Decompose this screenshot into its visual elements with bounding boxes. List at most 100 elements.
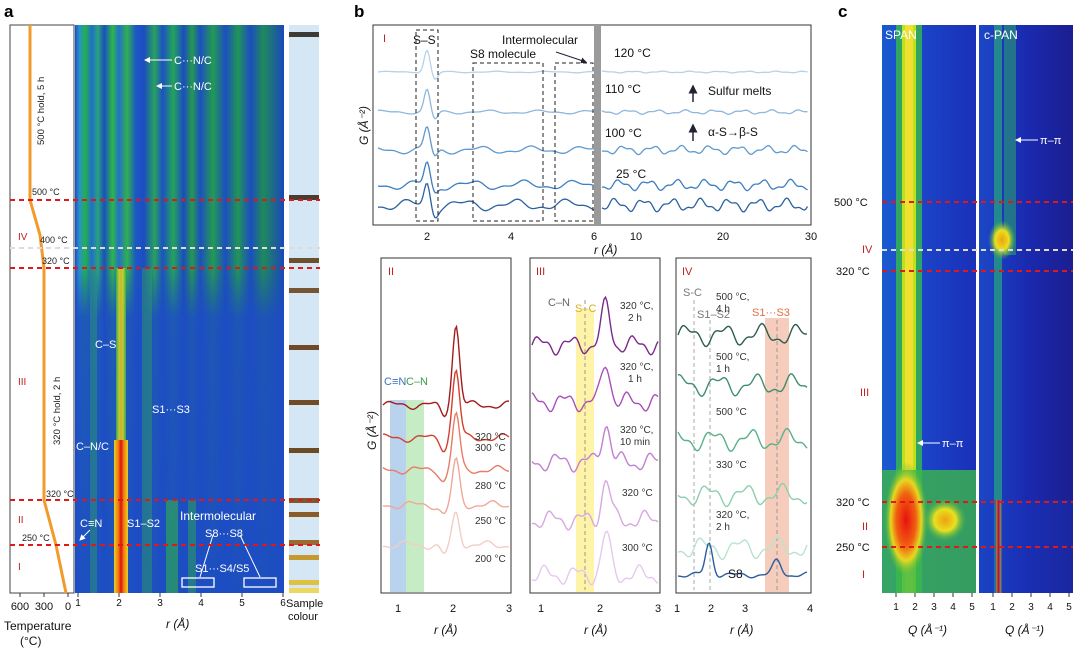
iv-t-2: 4 h <box>716 304 730 315</box>
panel-a: a 500 °C hold, 5 h 500 °C 400 °C 320 ° <box>4 2 323 648</box>
top-pdf-curves <box>377 49 809 219</box>
annot-cn-1: C···N/C <box>174 55 212 67</box>
top-tick-right: 20 <box>717 231 729 243</box>
iii-t-3: 320 °C, <box>620 362 653 373</box>
annot-s8s8: S8···S8 <box>205 528 243 540</box>
iv-t-7: 320 °C, <box>716 510 749 521</box>
top-y-label: G (Å⁻²) <box>356 106 371 145</box>
panel-ii-curves <box>382 324 510 554</box>
profile-250: 250 °C <box>22 533 50 543</box>
sample-swatches <box>289 32 319 593</box>
cpan-band-2 <box>1004 25 1016 255</box>
panel-b-top-roman: I <box>383 33 386 45</box>
bottom-xlabel-iii: r (Å) <box>584 622 607 637</box>
cpan-hot-core <box>997 500 1000 593</box>
r-tick-label: 3 <box>157 598 163 609</box>
band-ctn-label: C≡N <box>384 376 406 388</box>
span-yellow-blob <box>923 498 967 542</box>
s8-band-2 <box>188 500 196 593</box>
panel-iv-curves <box>677 322 808 579</box>
c-n-band <box>90 268 97 593</box>
stage-iv: IV <box>18 232 28 243</box>
c-tick-label: 1 <box>990 602 996 613</box>
temp-axis-ticks: 600 300 0 <box>11 593 71 613</box>
temperature-profile-box <box>9 24 75 594</box>
ii-curve <box>382 511 510 554</box>
r-axis-ticks: 1 2 3 4 5 6 <box>75 593 286 609</box>
top-x-label: r (Å) <box>594 242 617 257</box>
r-axis-title: r (Å) <box>166 616 189 631</box>
c-t-i: I <box>862 569 865 581</box>
top-tick-left: 2 <box>424 231 430 243</box>
s1-s2-upper-band <box>116 268 126 440</box>
profile-500: 500 °C <box>32 187 60 197</box>
annot-s1s2: S1–S2 <box>127 518 160 530</box>
bottom-xlabel-iv: r (Å) <box>730 622 753 637</box>
iii-t-4: 1 h <box>628 374 642 385</box>
top-tick-right: 10 <box>630 231 642 243</box>
profile-320-top: 320 °C <box>42 256 70 266</box>
profile-500-hold: 500 °C hold, 5 h <box>36 77 47 145</box>
pi-label-right: π–π <box>1040 135 1062 147</box>
ii-tick: 1 <box>395 603 401 615</box>
iv-t-4: 1 h <box>716 364 730 375</box>
profile-400: 400 °C <box>40 235 68 245</box>
cpan-yellow-blob <box>988 220 1016 260</box>
band-s1s3-label: S1···S3 <box>752 307 790 319</box>
annot-ctn: C≡N <box>80 518 102 530</box>
c-t-ii: II <box>862 521 868 533</box>
sample-swatch <box>289 498 319 503</box>
sample-swatch <box>289 195 319 200</box>
top-tick-right: 30 <box>805 231 817 243</box>
panel-ii-roman: II <box>388 266 394 278</box>
panel-c: c SPAN c-PAN π–π π–π 500 °C IV 320 °C II… <box>834 2 1073 637</box>
intermolecular-box-2 <box>243 577 277 588</box>
sample-colour-strip <box>289 25 319 593</box>
top-tick-left: 6 <box>591 231 597 243</box>
annot-cn-2: C···N/C <box>174 81 212 93</box>
c-t-250: 250 °C <box>836 542 870 554</box>
top-curve-left <box>377 49 594 81</box>
inter-arrow <box>555 51 587 64</box>
stage-i: I <box>18 562 21 573</box>
c-tick-label: 5 <box>1066 602 1072 613</box>
box-s8-label: S8 molecule <box>470 47 536 61</box>
panel-a-letter: a <box>4 2 14 21</box>
top-curve-left <box>377 161 595 194</box>
sample-swatch <box>289 448 319 453</box>
sample-swatch <box>289 345 319 350</box>
iv-tick: 2 <box>708 603 714 615</box>
sample-swatch <box>289 540 319 545</box>
c-tick-label: 5 <box>969 602 975 613</box>
iii-curve <box>531 479 659 531</box>
panel-b-letter: b <box>354 2 364 21</box>
iv-curve <box>677 427 808 453</box>
c-tick-label: 1 <box>893 602 899 613</box>
c-tick-label: 3 <box>1028 602 1034 613</box>
axis-break <box>594 25 601 225</box>
pi-label-left: π–π <box>942 438 964 450</box>
iv-curve <box>677 535 808 560</box>
s1-s2-hot-band <box>114 440 128 593</box>
iii-tick: 2 <box>597 603 603 615</box>
top-curve-right <box>601 197 809 213</box>
r-tick-label: 4 <box>198 598 204 609</box>
span-main-band-glow <box>905 25 913 593</box>
iv-curve <box>677 542 808 579</box>
panel-iv-roman: IV <box>682 266 693 278</box>
iii-t-7: 320 °C <box>622 488 653 499</box>
iv-t-1: 500 °C, <box>716 292 749 303</box>
sample-swatch <box>289 32 319 37</box>
iv-s8-label: S8 <box>728 567 743 581</box>
annot-s1s3: S1···S3 <box>152 404 190 416</box>
band-cn3-label: C–N <box>548 297 570 309</box>
r-tick-label: 1 <box>75 598 81 609</box>
cpan-band-1 <box>994 25 1002 593</box>
ii-curve <box>383 368 510 453</box>
c-tick-label: 4 <box>1047 602 1053 613</box>
sample-swatch <box>289 512 319 517</box>
r-tick-label: 2 <box>116 598 122 609</box>
iii-t-5: 320 °C, <box>620 425 653 436</box>
box-ss <box>415 29 439 222</box>
pdf-heatmap-lower-fade <box>75 268 284 593</box>
